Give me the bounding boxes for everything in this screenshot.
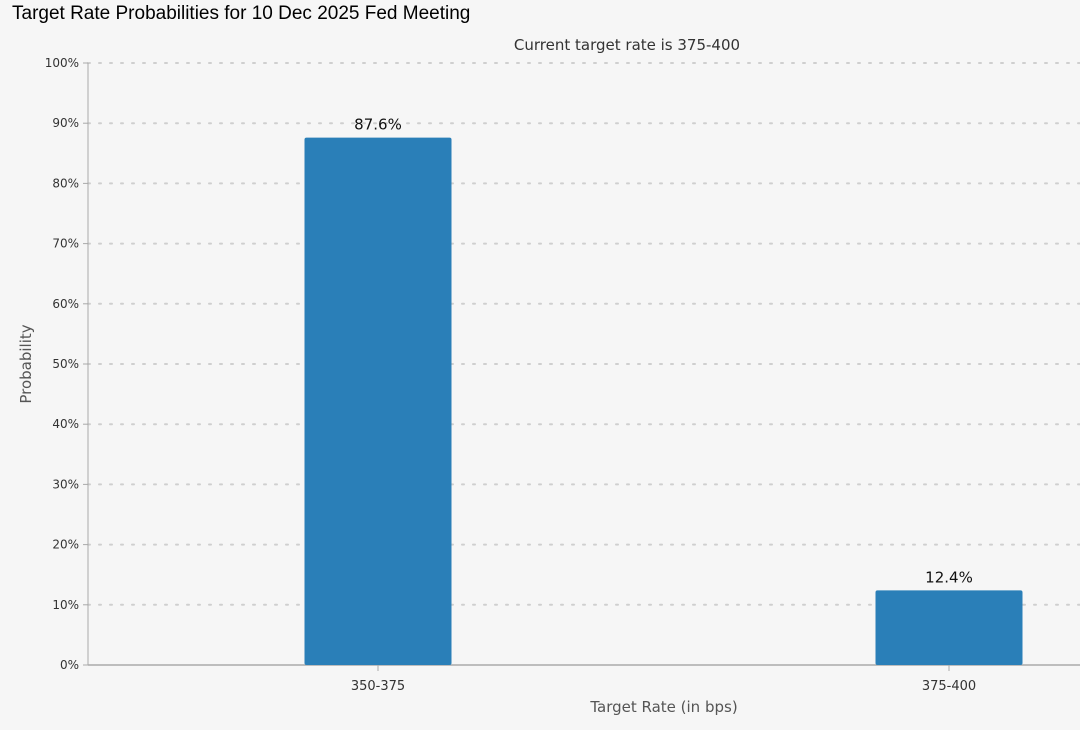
y-tick-label: 100% [45,56,79,70]
y-tick-label: 0% [60,658,79,672]
y-tick-label: 40% [52,417,79,431]
bar [875,590,1023,665]
y-tick-label: 50% [52,357,79,371]
y-tick-label: 10% [52,598,79,612]
data-label: 12.4% [925,568,973,586]
bars [304,137,1023,665]
data-label: 87.6% [354,116,402,134]
y-tick-label: 70% [52,237,79,251]
y-tick-label: 20% [52,538,79,552]
x-tick-label: 375-400 [922,679,976,694]
chart-subtitle: Current target rate is 375-400 [514,36,740,54]
gridlines [87,62,1080,606]
x-axis-label: Target Rate (in bps) [589,698,737,716]
axes: 0% 10% 20% 30% 40% 50% 60% 70% 80% 90% 100% 350-375… [45,56,1080,694]
labels: 87.6% 12.4% Current target rate is 375-400… [17,36,973,716]
y-tick-label: 90% [52,116,79,130]
y-axis-label: Probability [17,324,35,403]
y-tick-label: 60% [52,297,79,311]
bar [304,137,452,665]
x-tick-label: 350-375 [351,679,405,694]
y-tick-label: 30% [52,477,79,491]
page-title: Target Rate Probabilities for 10 Dec 202… [12,3,471,24]
y-tick-label: 80% [52,176,79,190]
